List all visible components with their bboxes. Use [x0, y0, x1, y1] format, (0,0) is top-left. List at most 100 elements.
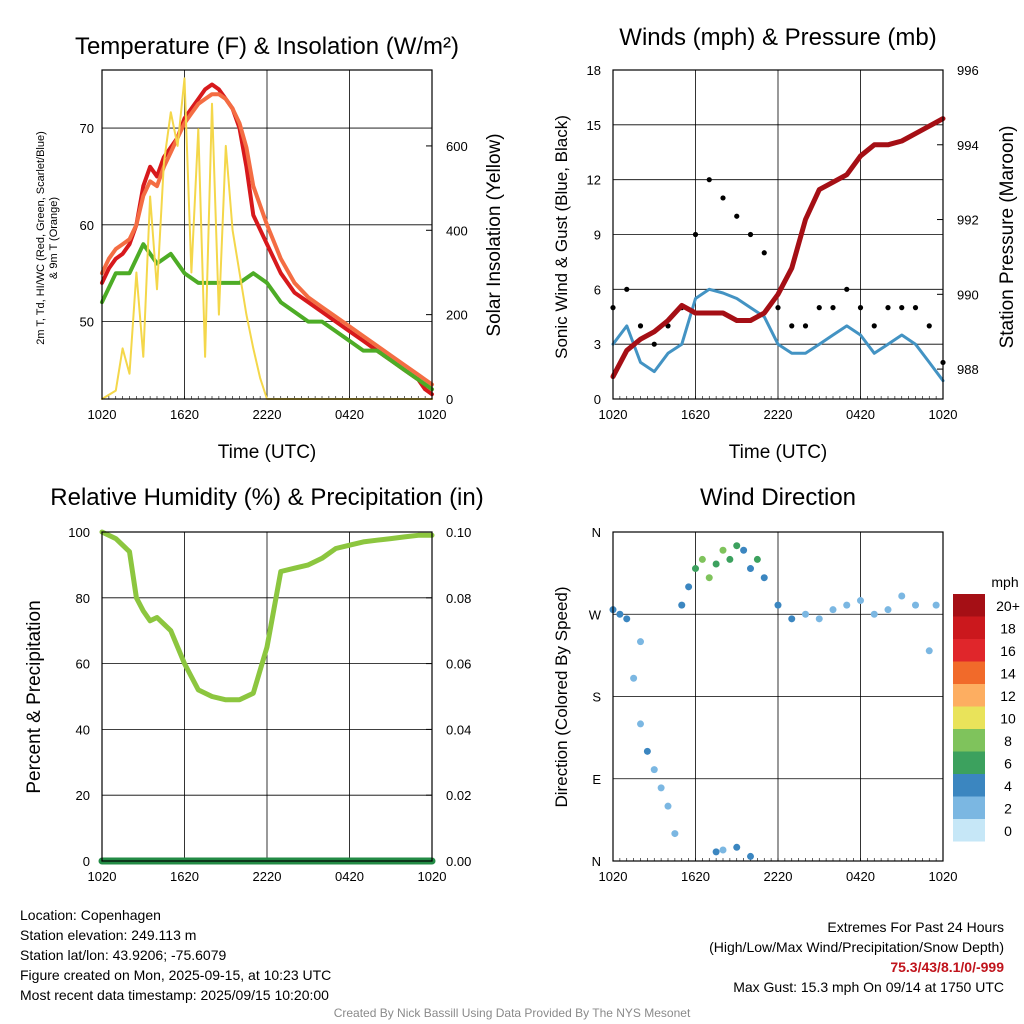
- dir-x-tick-label: 2220: [764, 869, 793, 884]
- dir-point: [912, 601, 919, 609]
- colorbar-swatch: [953, 594, 985, 617]
- max-gust: Max Gust: 15.3 mph On 09/14 at 1750 UTC: [733, 979, 1004, 995]
- rh-x-tick-label: 1620: [170, 869, 199, 884]
- wind-right-tick-label: 992: [957, 213, 979, 228]
- dir-point: [630, 674, 638, 682]
- wind-gust-point: [816, 305, 822, 311]
- temp-chart-title: Temperature (F) & Insolation (W/m²): [75, 33, 459, 60]
- rh-right-tick-label: 0.04: [446, 722, 471, 737]
- dir-point: [843, 601, 851, 609]
- dir-point: [753, 555, 761, 563]
- rh-right-tick-label: 0.02: [446, 788, 471, 803]
- dir-point: [698, 555, 706, 563]
- dir-point: [685, 583, 693, 591]
- dir-point: [802, 610, 809, 618]
- dir-point: [733, 843, 741, 851]
- rh-left-tick-label: 100: [68, 525, 90, 540]
- wind-series-line-0: [611, 287, 945, 383]
- wind-gust-point: [885, 305, 891, 311]
- wind-gust-point: [720, 195, 726, 201]
- colorbar-swatch: [953, 729, 985, 752]
- dir-point: [637, 720, 644, 728]
- dir-point: [898, 592, 906, 600]
- wind-right-tick-label: 990: [957, 287, 979, 302]
- colorbar-swatch: [953, 706, 985, 729]
- wind-x-tick-label: 2220: [764, 407, 793, 422]
- temp-series-line-3: [101, 77, 433, 400]
- dir-y-tick-label: W: [589, 607, 602, 622]
- figure-created: Figure created on Mon, 2025-09-15, at 10…: [20, 967, 332, 983]
- dir-y-tick-label: N: [592, 854, 601, 869]
- temp-y-axis-label-line2: & 9m T (Orange): [48, 197, 60, 279]
- wind-gust-point: [830, 305, 836, 311]
- colorbar-label: 6: [1004, 756, 1012, 772]
- dir-point: [884, 606, 892, 614]
- wind-gust-point: [789, 323, 795, 329]
- station-info: Location: Copenhagen Station elevation: …: [20, 905, 331, 1005]
- temp-right-tick-label: 400: [446, 223, 468, 238]
- dir-point: [733, 542, 741, 550]
- rh-x-tick-label: 1020: [88, 869, 117, 884]
- dir-point: [788, 615, 796, 623]
- dir-point: [712, 560, 720, 568]
- dir-x-tick-label: 1020: [599, 869, 628, 884]
- rh-chart-title: Relative Humidity (%) & Precipitation (i…: [50, 484, 483, 511]
- extremes-title: Extremes For Past 24 Hours: [827, 919, 1004, 935]
- temp-x-tick-label: 2220: [253, 407, 282, 422]
- colorbar-swatch: [953, 796, 985, 819]
- dir-point: [637, 638, 644, 646]
- station-latlon: Station lat/lon: 43.9206; -75.6079: [20, 947, 227, 963]
- wind-gust-point: [706, 177, 712, 183]
- temp-x-tick-label: 1020: [418, 407, 447, 422]
- rh-x-tick-label: 1020: [418, 869, 447, 884]
- colorbar-label: 8: [1004, 733, 1012, 749]
- wind-gust-point: [624, 286, 630, 292]
- wind-gust-point: [926, 323, 932, 329]
- plot-layer: 1020 1620 2220 0420 102050607002004006001020…: [68, 63, 1020, 884]
- colorbar-label: 0: [1004, 823, 1012, 839]
- temp-x-tick-label: 1020: [88, 407, 117, 422]
- colorbar-label: 20+: [996, 598, 1020, 614]
- wind-right-tick-label: 996: [957, 63, 979, 78]
- wind-x-tick-label: 0420: [846, 407, 875, 422]
- colorbar-label: 10: [1000, 711, 1016, 727]
- colorbar-label: 2: [1004, 801, 1012, 817]
- wind-gust-point: [871, 323, 877, 329]
- rh-left-tick-label: 60: [76, 657, 90, 672]
- temp-left-tick-label: 50: [80, 315, 94, 330]
- rh-right-tick-label: 0.06: [446, 657, 471, 672]
- wind-right-tick-label: 988: [957, 362, 979, 377]
- extremes-values: 75.3/43/8.1/0/-999: [890, 959, 1004, 975]
- dir-x-tick-label: 0420: [846, 869, 875, 884]
- wind-y-axis-label: Sonic Wind & Gust (Blue, Black): [552, 115, 571, 359]
- wind-x-axis-label: Time (UTC): [729, 442, 828, 463]
- dir-point: [870, 610, 878, 618]
- temp-x-tick-label: 0420: [335, 407, 364, 422]
- colorbar-swatch: [953, 751, 985, 774]
- colorbar-label: 18: [1000, 621, 1016, 637]
- wind-series-line-2: [610, 116, 946, 380]
- dir-x-tick-label: 1620: [681, 869, 710, 884]
- dir-point: [678, 601, 686, 609]
- rh-right-tick-label: 0.00: [446, 854, 471, 869]
- wind-x-tick-label: 1020: [599, 407, 628, 422]
- dir-point: [719, 846, 727, 854]
- rh-left-tick-label: 20: [76, 788, 90, 803]
- wind-gust-point: [844, 286, 850, 292]
- dir-point: [719, 546, 727, 554]
- rh-left-tick-label: 80: [76, 591, 90, 606]
- dir-x-tick-label: 1020: [929, 869, 958, 884]
- dir-point: [692, 565, 699, 573]
- dir-point: [643, 747, 651, 755]
- wind-x-tick-label: 1020: [929, 407, 958, 422]
- dir-y-axis-label: Direction (Colored By Speed): [552, 586, 571, 807]
- dir-point: [616, 610, 624, 618]
- colorbar-swatch: [953, 661, 985, 684]
- dir-point: [705, 574, 713, 582]
- wind-gust-point: [857, 305, 864, 311]
- colorbar-swatch: [953, 774, 985, 797]
- dir-point: [671, 830, 679, 838]
- temp-series-line-1: [100, 92, 434, 387]
- temp-right-tick-label: 600: [446, 139, 468, 154]
- dir-point: [774, 601, 782, 609]
